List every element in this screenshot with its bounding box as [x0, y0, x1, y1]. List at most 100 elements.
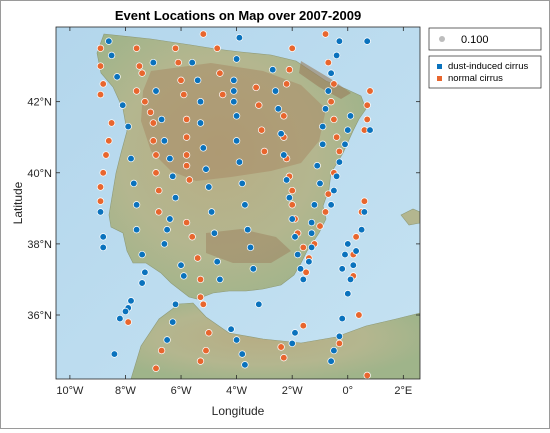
normal-point — [171, 44, 180, 52]
dust-point — [194, 76, 202, 84]
dust-point — [105, 37, 113, 45]
plot-frame — [55, 26, 421, 380]
dust-point — [277, 130, 285, 138]
dust-point — [213, 258, 221, 266]
normal-point — [182, 162, 191, 170]
dust-point — [119, 101, 127, 109]
dust-point — [344, 240, 352, 248]
normal-point — [332, 133, 341, 141]
dust-point — [366, 126, 374, 134]
dust-point — [196, 119, 205, 127]
normal-point — [302, 268, 310, 276]
x-axis: 10°W 8°W 6°W 4°W 2°W 0° 2°E — [56, 27, 412, 397]
normal-point — [96, 62, 105, 70]
normal-point — [124, 318, 132, 326]
dust-point — [235, 158, 244, 166]
dust-point — [149, 58, 157, 67]
dust-point — [307, 218, 316, 227]
dust-point — [313, 162, 321, 170]
dust-point — [305, 258, 313, 266]
dust-point — [291, 233, 299, 241]
dust-point — [332, 172, 341, 180]
dust-point — [327, 69, 335, 77]
dust-point — [271, 87, 280, 95]
dust-point — [338, 265, 346, 273]
dust-point — [138, 279, 146, 287]
pyrenees — [299, 61, 351, 99]
x-tick-label: 2°E — [394, 385, 412, 397]
normal-point — [257, 126, 266, 134]
legend-label-dust: dust-induced cirrus — [448, 61, 529, 72]
normal-point — [363, 101, 371, 109]
dust-point — [113, 73, 121, 81]
normal-point — [177, 76, 185, 84]
size-legend: 0.100 — [428, 27, 542, 51]
dust-point — [163, 336, 171, 344]
dust-point — [152, 87, 160, 95]
normal-point — [152, 151, 160, 159]
dust-point — [246, 243, 255, 252]
legend-swatch-dust — [437, 64, 442, 69]
dust-point — [230, 76, 238, 84]
normal-point — [99, 169, 107, 177]
normal-point — [330, 115, 338, 124]
dust-point — [196, 98, 205, 106]
normal-point — [138, 69, 146, 77]
normal-point — [99, 80, 107, 88]
dust-point — [307, 243, 316, 252]
dust-point — [319, 140, 327, 148]
dust-point — [327, 357, 335, 365]
dust-point — [160, 240, 169, 248]
dust-point — [230, 87, 238, 95]
dust-point — [188, 58, 196, 67]
normal-point — [260, 147, 269, 156]
normal-point — [157, 346, 166, 355]
dust-point — [291, 329, 299, 337]
normal-point — [335, 339, 344, 348]
dust-point — [199, 144, 207, 152]
x-tick-label: 2°W — [282, 385, 304, 397]
dust-point — [255, 300, 263, 308]
dust-point — [241, 361, 249, 369]
dust-point — [324, 87, 332, 95]
dust-point — [107, 51, 116, 60]
dust-point — [288, 339, 296, 348]
dust-point — [285, 194, 294, 202]
normal-point — [180, 90, 188, 99]
dust-point — [138, 250, 146, 259]
normal-point — [107, 119, 116, 127]
dust-point — [127, 154, 135, 163]
x-tick-label: 8°W — [115, 385, 137, 397]
dust-point — [166, 215, 174, 223]
normal-point — [132, 44, 141, 52]
normal-point — [141, 98, 149, 106]
normal-point — [132, 87, 141, 95]
normal-point — [288, 44, 296, 52]
dust-point — [280, 151, 288, 159]
dust-point — [363, 37, 371, 45]
dust-point — [116, 314, 124, 323]
normal-point — [196, 357, 205, 365]
dust-point — [171, 300, 180, 308]
normal-point — [102, 151, 110, 159]
y-axis-label: Latitude — [11, 181, 25, 224]
normal-point — [182, 115, 191, 124]
dust-point — [238, 350, 246, 358]
normal-point — [202, 346, 210, 355]
dust-point — [335, 158, 344, 166]
size-legend-value: 0.100 — [461, 34, 489, 46]
normal-point — [149, 119, 157, 127]
dust-point — [344, 126, 352, 134]
normal-point — [194, 254, 202, 262]
normal-point — [277, 343, 285, 351]
dust-point — [274, 105, 282, 113]
normal-point — [146, 108, 155, 116]
normal-point — [355, 311, 363, 319]
normal-point — [96, 183, 105, 191]
dust-point — [288, 215, 296, 223]
dust-point — [294, 250, 302, 259]
normal-point — [335, 147, 344, 156]
dust-point — [241, 201, 249, 209]
normal-point — [321, 30, 330, 38]
